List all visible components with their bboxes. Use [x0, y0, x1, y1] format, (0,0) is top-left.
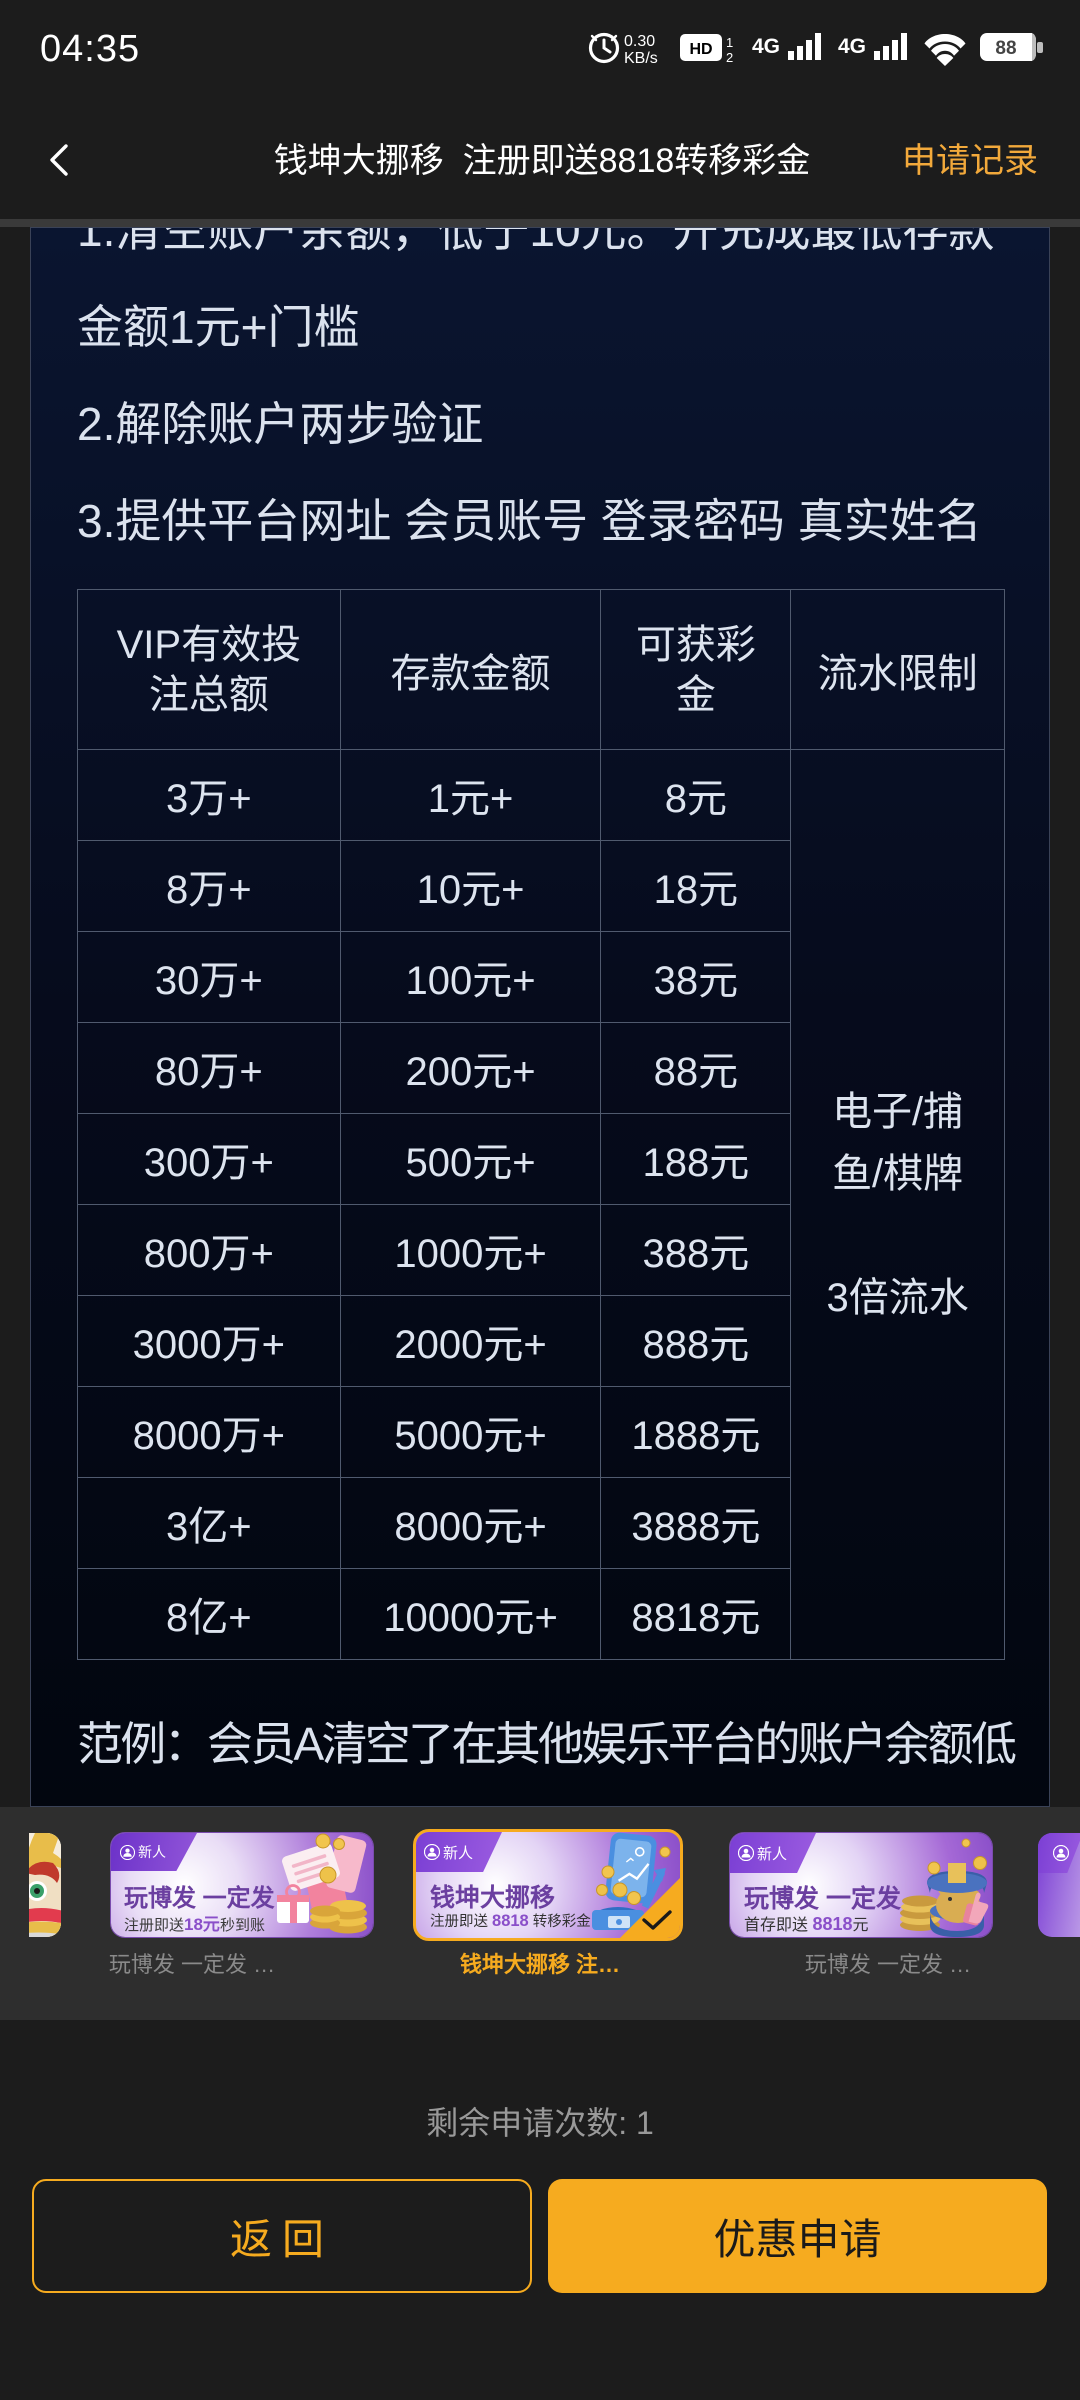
svg-text:1: 1 [726, 35, 733, 50]
svg-text:0.30: 0.30 [624, 33, 655, 50]
svg-text:2: 2 [726, 50, 733, 65]
svg-text:4G: 4G [752, 35, 780, 58]
svg-text:KB/s: KB/s [624, 50, 658, 67]
svg-text:4G: 4G [838, 35, 866, 58]
svg-text:HD: HD [689, 41, 712, 58]
svg-text:88: 88 [995, 38, 1016, 59]
